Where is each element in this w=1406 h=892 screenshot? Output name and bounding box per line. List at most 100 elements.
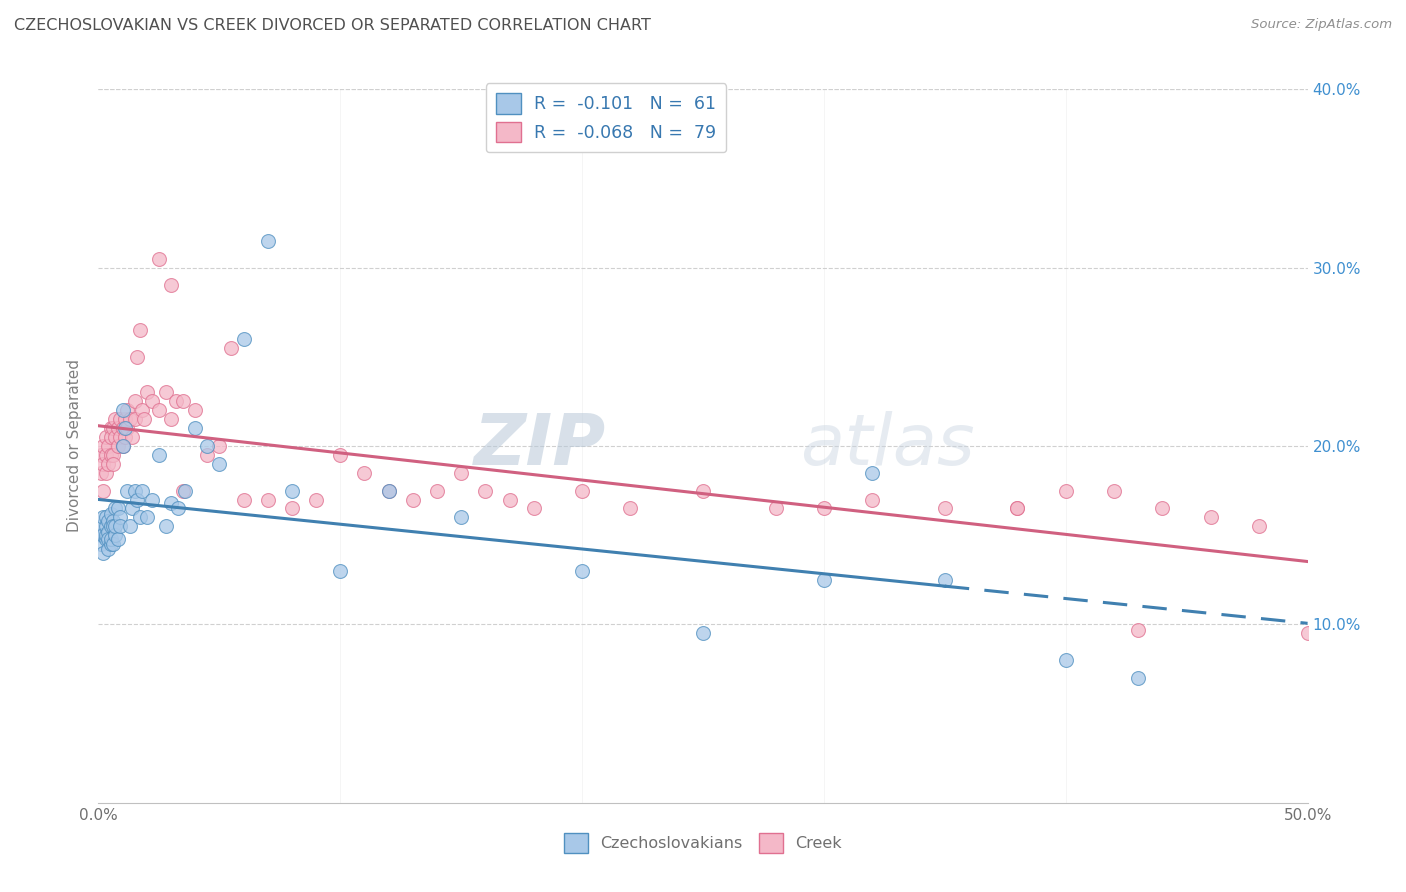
Point [128, 323, 150, 337]
Point [155, 519, 177, 533]
Point [111, 403, 134, 417]
Point [256, 492, 278, 507]
Point [1054, 483, 1077, 498]
Point [91, 483, 114, 498]
Point [148, 403, 170, 417]
Point [232, 492, 254, 507]
Point [208, 439, 231, 453]
Point [172, 394, 194, 409]
Point [281, 501, 304, 516]
Point [111, 439, 134, 453]
Point [165, 394, 187, 409]
Point [100, 537, 122, 551]
Point [114, 421, 136, 435]
Point [118, 412, 141, 426]
Point [692, 483, 714, 498]
Point [101, 537, 124, 551]
Point [90, 448, 112, 462]
Point [107, 421, 129, 435]
Point [450, 510, 472, 524]
Point [195, 448, 218, 462]
Point [91, 439, 114, 453]
Point [1128, 671, 1150, 685]
Point [208, 457, 231, 471]
Point [498, 492, 520, 507]
Point [101, 519, 124, 533]
Point [108, 510, 131, 524]
Point [90, 519, 112, 533]
Point [100, 519, 122, 533]
Point [127, 350, 149, 364]
Point [97, 542, 120, 557]
Point [107, 501, 129, 516]
Point [1152, 501, 1174, 516]
Point [101, 421, 124, 435]
Point [121, 430, 143, 444]
Point [94, 519, 117, 533]
Point [135, 385, 157, 400]
Point [94, 430, 117, 444]
Point [450, 466, 472, 480]
Point [167, 501, 190, 516]
Point [426, 483, 449, 498]
Point [97, 514, 120, 528]
Point [124, 483, 146, 498]
Point [111, 421, 134, 435]
Point [131, 403, 153, 417]
Point [172, 483, 194, 498]
Legend: Czechoslovakians, Creek: Czechoslovakians, Creek [557, 827, 849, 859]
Point [108, 430, 131, 444]
Point [377, 483, 399, 498]
Point [117, 483, 139, 498]
Point [90, 537, 112, 551]
Point [97, 532, 120, 546]
Point [114, 412, 136, 426]
Point [101, 514, 124, 528]
Point [1249, 519, 1271, 533]
Point [135, 510, 157, 524]
Point [128, 510, 150, 524]
Point [91, 528, 114, 542]
Point [104, 528, 127, 542]
Text: atlas: atlas [800, 411, 974, 481]
Point [934, 501, 956, 516]
Point [1128, 623, 1150, 637]
Point [100, 421, 122, 435]
Point [91, 546, 114, 560]
Point [124, 412, 146, 426]
Point [571, 483, 593, 498]
Point [377, 483, 399, 498]
Point [860, 492, 883, 507]
Point [101, 457, 124, 471]
Point [104, 430, 127, 444]
Point [100, 448, 122, 462]
Point [860, 466, 883, 480]
Point [97, 457, 120, 471]
Point [256, 234, 278, 248]
Point [94, 448, 117, 462]
Point [329, 448, 352, 462]
Point [160, 412, 183, 426]
Point [117, 421, 139, 435]
Point [474, 483, 496, 498]
Point [619, 501, 641, 516]
Point [305, 492, 328, 507]
Point [108, 412, 131, 426]
Point [90, 528, 112, 542]
Point [1054, 653, 1077, 667]
Point [160, 278, 183, 293]
Point [127, 492, 149, 507]
Point [1007, 501, 1029, 516]
Point [97, 524, 120, 539]
Point [91, 510, 114, 524]
Point [104, 519, 127, 533]
Point [97, 439, 120, 453]
Point [141, 394, 163, 409]
Point [148, 448, 170, 462]
Point [107, 532, 129, 546]
Point [100, 430, 122, 444]
Point [100, 507, 122, 521]
Point [813, 501, 835, 516]
Point [1199, 510, 1222, 524]
Point [402, 492, 425, 507]
